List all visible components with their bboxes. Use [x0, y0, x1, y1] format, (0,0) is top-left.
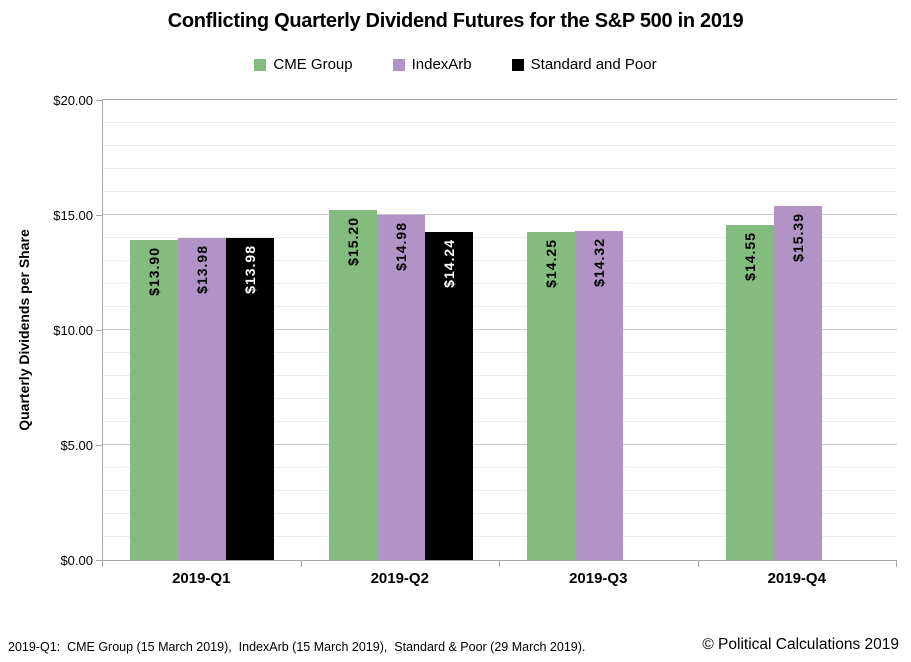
bar: $14.25 [527, 232, 576, 560]
chart-title: Conflicting Quarterly Dividend Futures f… [167, 10, 744, 32]
gridline-minor [103, 421, 897, 422]
x-tick [896, 561, 897, 567]
gridline-minor [103, 490, 897, 491]
y-tick-label: $15.00 [53, 208, 93, 223]
y-tick-mark [96, 445, 102, 446]
legend-label: Standard and Poor [530, 56, 657, 73]
footnotes: 2019-Q1: CME Group (15 March 2019), Inde… [8, 597, 585, 662]
bar-value-label: $15.39 [789, 213, 806, 262]
gridline-major [103, 444, 897, 445]
gridline-minor [103, 237, 897, 238]
legend-item: IndexArb [392, 56, 472, 73]
chart-legend: CME Group IndexArb Standard and Poor [0, 56, 911, 73]
bar: $14.98 [376, 215, 425, 560]
x-tick [300, 561, 302, 567]
gridline-minor [103, 145, 897, 146]
gridline-minor [103, 122, 897, 123]
bar-value-label: $13.98 [194, 245, 211, 295]
legend-item: Standard and Poor [511, 56, 657, 73]
x-tick [102, 561, 103, 567]
gridline-minor [103, 352, 897, 353]
legend-swatch [392, 58, 405, 71]
legend-swatch [511, 58, 524, 71]
y-tick-mark [96, 560, 102, 561]
bar-value-label: $14.24 [440, 239, 457, 289]
gridline-minor [103, 467, 897, 468]
gridline-minor [103, 191, 897, 192]
bar: $14.24 [424, 232, 473, 560]
gridline-minor [103, 398, 897, 399]
y-tick-label: $0.00 [60, 553, 93, 568]
y-tick-mark [96, 100, 102, 101]
bar-value-label: $14.98 [392, 222, 409, 272]
legend-item: CME Group [254, 56, 353, 73]
bar-value-label: $15.20 [344, 217, 361, 267]
category-label: 2019-Q3 [569, 570, 628, 587]
x-tick [499, 561, 500, 567]
bar: $13.90 [130, 240, 179, 560]
plot-area: $13.90 $15.20 $14.25 $14.55 $13.98 $14.98 $14.… [102, 99, 897, 561]
category-label: 2019-Q4 [767, 570, 826, 587]
gridline-minor [103, 306, 897, 307]
bar-value-label: $13.90 [146, 247, 163, 297]
bar: $15.20 [328, 210, 377, 560]
bar: $15.39 [773, 206, 822, 560]
legend-swatch [254, 58, 267, 71]
gridline-minor [103, 283, 897, 284]
gridline-minor [103, 260, 897, 261]
bar-value-label: $14.25 [543, 239, 560, 289]
bar: $14.32 [575, 230, 624, 560]
gridline-top [103, 99, 897, 100]
bar: $13.98 [226, 238, 275, 560]
bar-value-label: $14.55 [741, 232, 758, 282]
category-label: 2019-Q2 [370, 570, 429, 587]
bar-value-label: $13.98 [242, 245, 259, 295]
y-tick-label: $20.00 [53, 93, 93, 108]
gridline-minor [103, 513, 897, 514]
y-tick-mark [96, 330, 102, 331]
legend-label: IndexArb [411, 56, 472, 73]
gridline-minor [103, 375, 897, 376]
y-tick-label: $10.00 [53, 323, 93, 338]
copyright-text: © Political Calculations 2019 [702, 636, 899, 653]
gridline-major [103, 329, 897, 330]
bar: $13.98 [178, 238, 227, 560]
gridline-minor [103, 536, 897, 537]
bar-value-label: $14.32 [591, 237, 608, 287]
footnote-line: 2019-Q1: CME Group (15 March 2019), Inde… [8, 640, 586, 654]
x-tick [697, 561, 699, 567]
y-tick-label: $5.00 [60, 438, 93, 453]
bar: $14.55 [725, 225, 774, 560]
y-tick-mark [96, 215, 102, 216]
category-label: 2019-Q1 [172, 570, 231, 587]
legend-label: CME Group [273, 56, 353, 73]
gridline-major [103, 214, 897, 215]
gridline-minor [103, 168, 897, 169]
